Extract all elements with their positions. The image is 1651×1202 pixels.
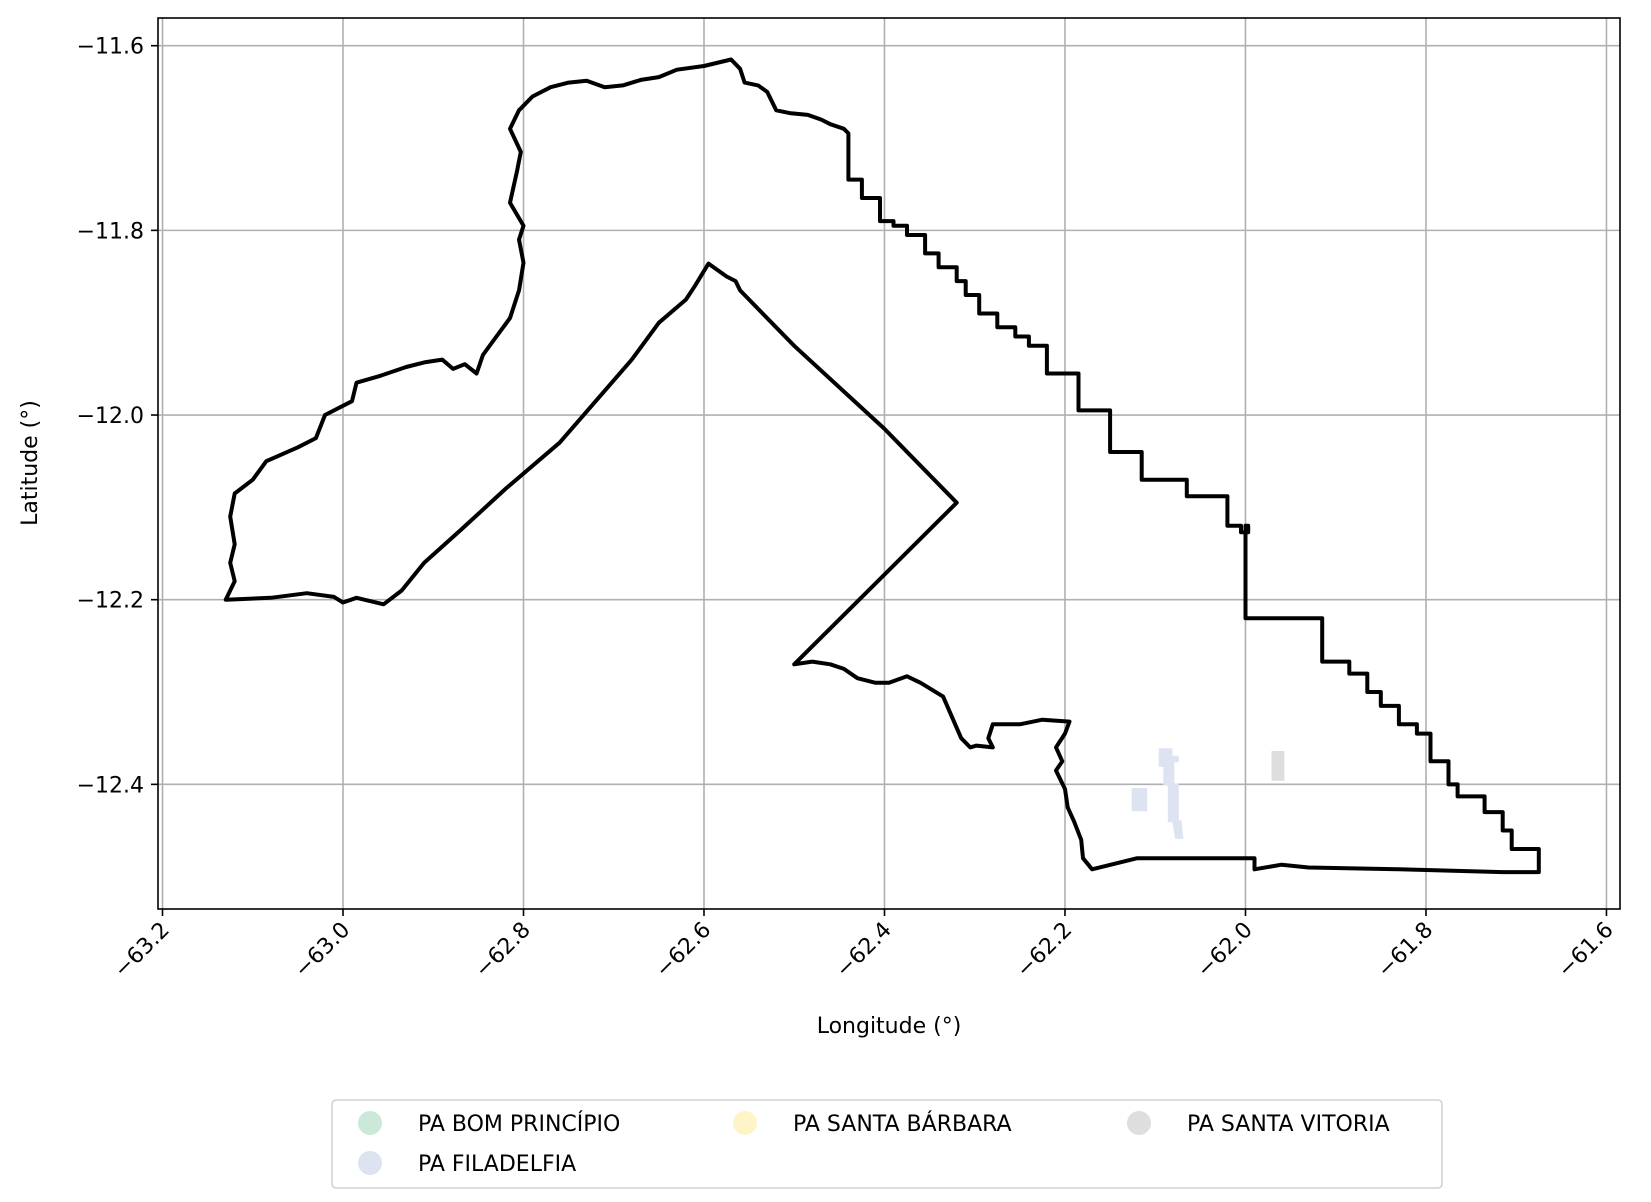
y-tick-label-4: −12.4 <box>77 773 144 798</box>
grid-lines <box>158 18 1620 909</box>
y-tick-label-0: −11.6 <box>77 35 144 60</box>
legend-label-santa-vitoria: PA SANTA VITORIA <box>1187 1112 1390 1137</box>
area-pa-filadelfia-0 <box>1158 748 1179 786</box>
legend-label-santa-barbara: PA SANTA BÁRBARA <box>793 1111 1012 1137</box>
legend-marker-bom-principio <box>358 1111 382 1135</box>
boundary-outline <box>223 57 1541 875</box>
legend-marker-filadelfia <box>358 1151 382 1175</box>
x-axis-title: Longitude (°) <box>817 1014 962 1039</box>
settlement-areas <box>1131 748 1285 839</box>
legend-marker-santa-barbara <box>733 1111 757 1135</box>
legend: PA BOM PRINCÍPIO PA FILADELFIA PA SANTA … <box>331 1099 1443 1189</box>
legend-label-filadelfia: PA FILADELFIA <box>418 1152 576 1177</box>
plot-frame <box>157 17 1621 910</box>
legend-marker-santa-vitoria <box>1127 1111 1151 1135</box>
municipality-boundary <box>223 57 1541 875</box>
y-tick-label-1: −11.8 <box>77 219 144 244</box>
area-pa-santa-vitoria-0 <box>1271 751 1285 781</box>
y-tick-label-3: −12.2 <box>77 589 144 614</box>
area-pa-filadelfia-3 <box>1172 820 1184 839</box>
legend-label-bom-principio: PA BOM PRINCÍPIO <box>418 1111 620 1137</box>
y-axis-ticks: −11.6 −11.8 −12.0 −12.2 −12.4 <box>77 35 158 798</box>
area-pa-filadelfia-2 <box>1167 783 1179 823</box>
legend-frame <box>331 1099 1443 1189</box>
y-tick-label-2: −12.0 <box>77 404 144 429</box>
area-pa-filadelfia-1 <box>1131 788 1148 812</box>
y-axis-title: Latitude (°) <box>18 400 43 526</box>
